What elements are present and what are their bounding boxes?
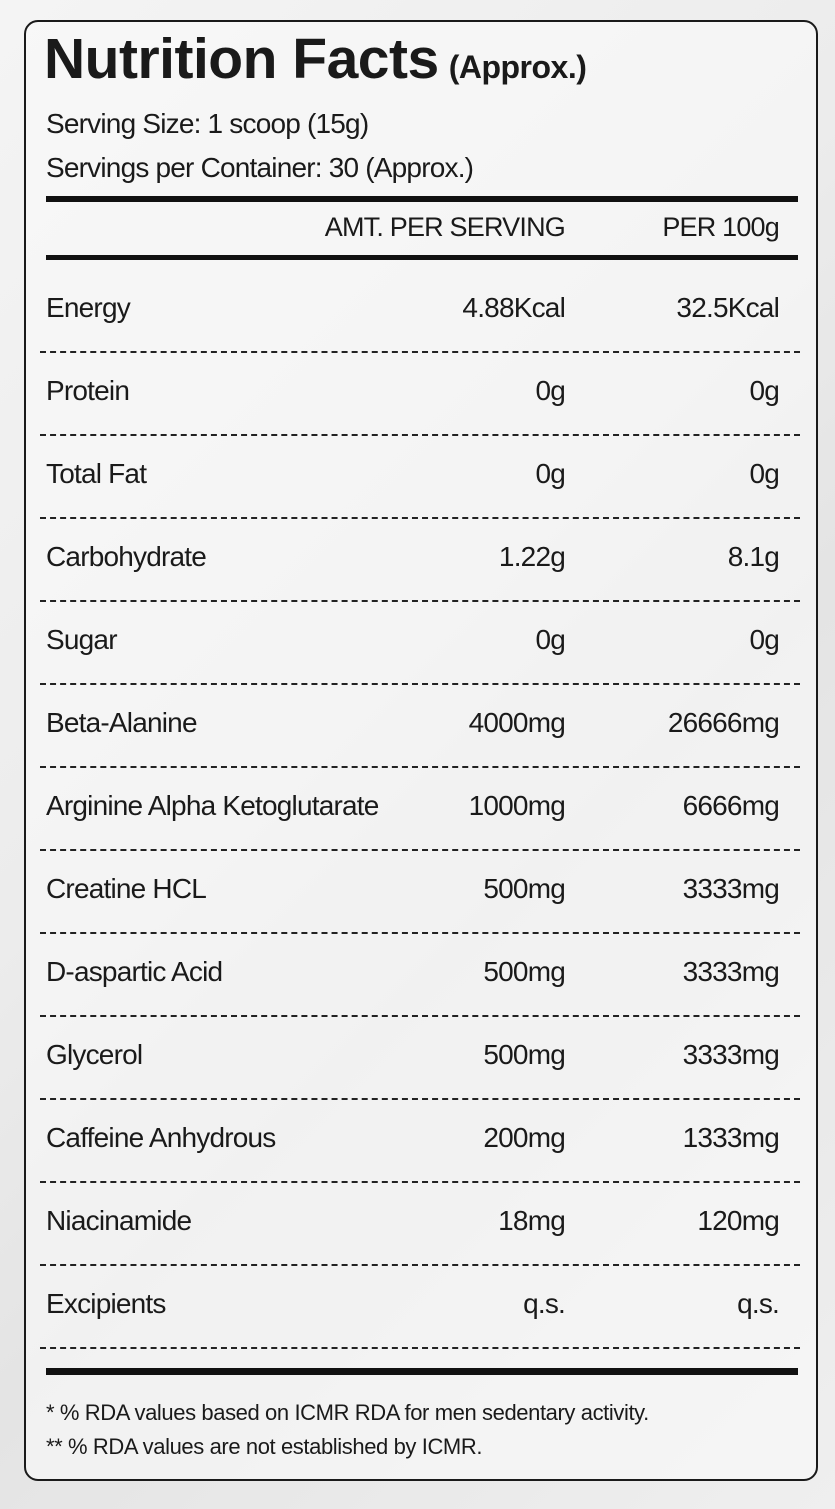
table-row: D-aspartic Acid 500mg 3333mg [40, 934, 800, 1017]
table-row: Arginine Alpha Ketoglutarate 1000mg 6666mg [40, 768, 800, 851]
per-serving-value: 0g [535, 624, 565, 655]
table-row: Energy 4.88Kcal 32.5Kcal [40, 270, 800, 353]
column-header-per-100g: PER 100g [662, 212, 779, 242]
title-suffix: (Approx.) [448, 49, 587, 85]
divider-bottom [46, 1368, 798, 1375]
per-serving-value: 1.22g [498, 541, 566, 572]
per-100g-value: 8.1g [727, 541, 780, 572]
servings-per-container: Servings per Container: 30 (Approx.) [46, 152, 474, 183]
nutrient-name: Niacinamide [46, 1205, 192, 1236]
per-100g-value: 1333mg [682, 1122, 780, 1153]
per-serving-value: 4.88Kcal [462, 292, 565, 323]
table-row: Creatine HCL 500mg 3333mg [40, 851, 800, 934]
nutrient-name: D-aspartic Acid [46, 956, 223, 987]
nutrient-name: Arginine Alpha Ketoglutarate [46, 790, 379, 821]
title-text: Nutrition Facts [44, 27, 439, 91]
per-100g-value: 3333mg [682, 873, 780, 904]
divider-header [46, 255, 798, 260]
per-serving-value: 4000mg [468, 707, 566, 738]
per-serving-value: 500mg [483, 873, 565, 904]
table-row: Glycerol 500mg 3333mg [40, 1017, 800, 1100]
per-serving-value: 500mg [483, 1039, 565, 1070]
nutrient-name: Glycerol [46, 1039, 143, 1070]
table-row: Beta-Alanine 4000mg 26666mg [40, 685, 800, 768]
per-100g-value: 0g [749, 375, 779, 406]
per-serving-value: 18mg [498, 1205, 566, 1236]
nutrient-name: Caffeine Anhydrous [46, 1122, 276, 1153]
per-100g-value: q.s. [737, 1288, 780, 1319]
table-row: Excipients q.s. q.s. [40, 1266, 800, 1349]
per-serving-value: 1000mg [468, 790, 566, 821]
per-serving-value: 0g [535, 375, 565, 406]
nutrient-name: Energy [46, 292, 131, 323]
page-title: Nutrition Facts (Approx.) [44, 26, 587, 92]
column-header-per-serving: AMT. PER SERVING [324, 212, 566, 242]
footnote-1: * % RDA values based on ICMR RDA for men… [46, 1400, 649, 1425]
nutrient-name: Sugar [46, 624, 118, 655]
serving-size: Serving Size: 1 scoop (15g) [46, 108, 369, 139]
per-100g-value: 0g [749, 624, 779, 655]
per-100g-value: 3333mg [682, 1039, 780, 1070]
per-serving-value: q.s. [523, 1288, 566, 1319]
nutrient-name: Creatine HCL [46, 873, 207, 904]
per-100g-value: 3333mg [682, 956, 780, 987]
table-row: Caffeine Anhydrous 200mg 1333mg [40, 1100, 800, 1183]
nutrient-name: Beta-Alanine [46, 707, 198, 738]
per-serving-value: 500mg [483, 956, 565, 987]
footnote-2: ** % RDA values are not established by I… [46, 1434, 483, 1459]
per-100g-value: 6666mg [682, 790, 780, 821]
table-row: Sugar 0g 0g [40, 602, 800, 685]
table-row: Carbohydrate 1.22g 8.1g [40, 519, 800, 602]
table-row: Protein 0g 0g [40, 353, 800, 436]
nutrient-name: Protein [46, 375, 130, 406]
per-serving-value: 0g [535, 458, 565, 489]
table-row: Niacinamide 18mg 120mg [40, 1183, 800, 1266]
per-100g-value: 120mg [697, 1205, 779, 1236]
nutrient-name: Excipients [46, 1288, 166, 1319]
table-row: Total Fat 0g 0g [40, 436, 800, 519]
per-serving-value: 200mg [483, 1122, 565, 1153]
per-100g-value: 26666mg [667, 707, 780, 738]
nutrient-name: Total Fat [46, 458, 147, 489]
divider-top [46, 196, 798, 202]
per-100g-value: 32.5Kcal [676, 292, 779, 323]
nutrient-name: Carbohydrate [46, 541, 207, 572]
nutrition-facts-panel [24, 20, 818, 1481]
per-100g-value: 0g [749, 458, 779, 489]
nutrient-table: Energy 4.88Kcal 32.5Kcal Protein 0g 0g Total F… [40, 270, 800, 1349]
